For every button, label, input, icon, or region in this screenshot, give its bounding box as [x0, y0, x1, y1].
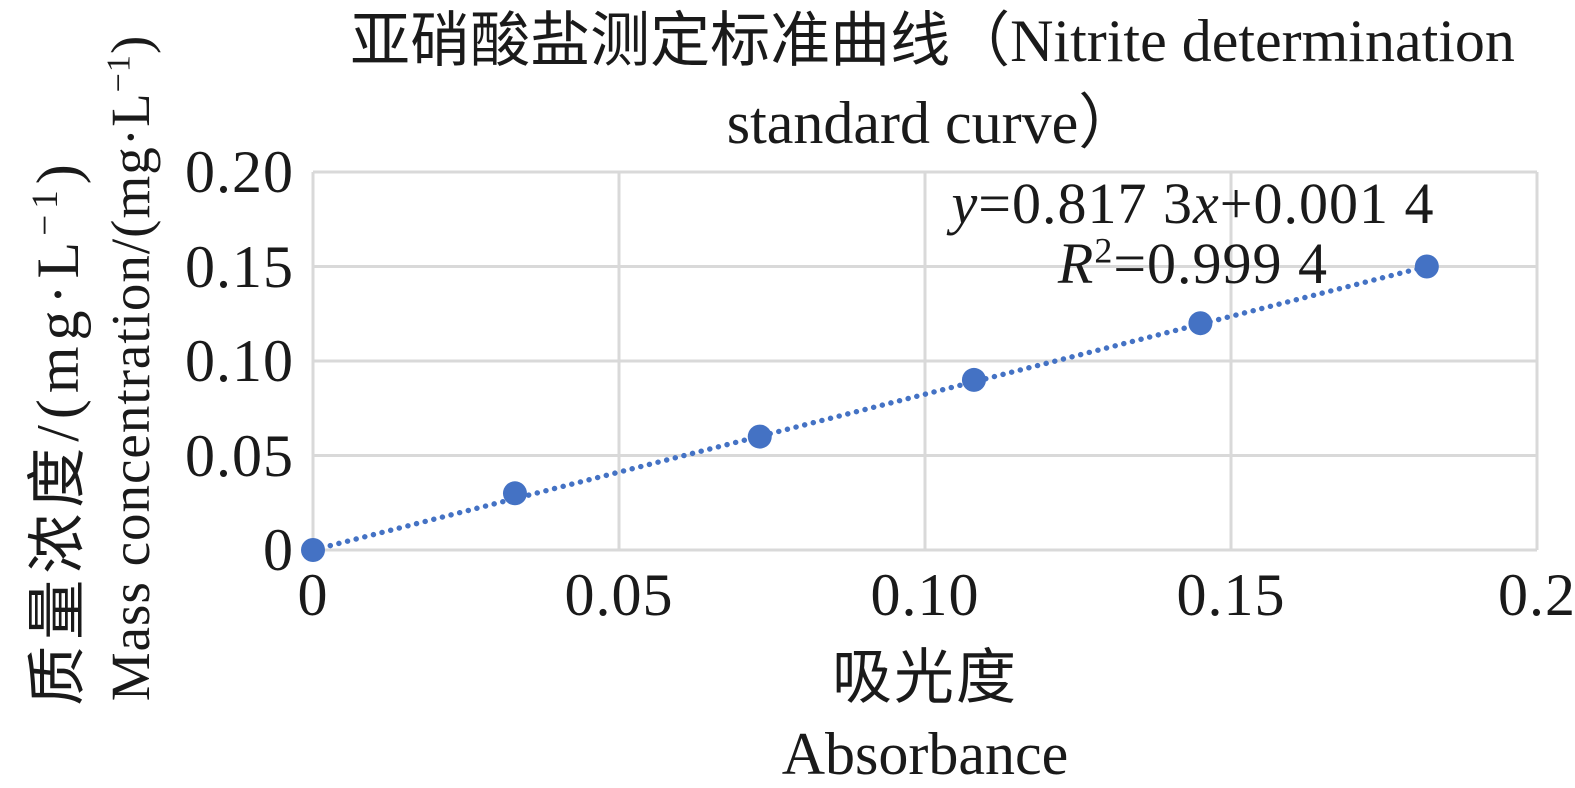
- data-point: [747, 424, 772, 449]
- y-tick-label: 0.10: [185, 328, 294, 394]
- trendline-equation-block: y=0.817 3x+0.001 4 R2=0.999 4: [893, 174, 1493, 294]
- x-axis-title-en: Absorbance: [781, 721, 1069, 787]
- x-tick-label: 0.05: [564, 562, 674, 628]
- trendline: [310, 263, 1430, 553]
- y-tick-label: 0.15: [185, 233, 294, 300]
- y-axis-title-zh: 质量浓度/(mg·L−1): [25, 158, 91, 706]
- data-point: [502, 481, 527, 506]
- equation-line: y=0.817 3x+0.001 4: [951, 171, 1435, 236]
- x-tick-label: 0.15: [1176, 562, 1286, 628]
- x-tick-label: 0.10: [870, 562, 980, 628]
- x-tick-label: 0: [297, 562, 329, 628]
- r-squared-label: R2=0.999 4: [1057, 230, 1329, 296]
- data-point: [1188, 311, 1213, 336]
- chart-title: 亚硝酸盐测定标准曲线（Nitrite determination standar…: [290, 0, 1575, 164]
- y-tick-label: 0.20: [185, 139, 294, 205]
- x-axis-title-zh: 吸光度: [832, 645, 1018, 711]
- data-point: [961, 367, 986, 392]
- data-point: [301, 538, 325, 562]
- x-tick-label: 0.2: [1498, 562, 1575, 628]
- y-tick-label: 0.05: [185, 422, 294, 489]
- y-tick-label: 0: [263, 517, 294, 583]
- chart-title-line-2: standard curve）: [726, 90, 1139, 156]
- chart-title-line-1: 亚硝酸盐测定标准曲线（Nitrite determination: [350, 8, 1515, 74]
- data-point: [1414, 254, 1439, 279]
